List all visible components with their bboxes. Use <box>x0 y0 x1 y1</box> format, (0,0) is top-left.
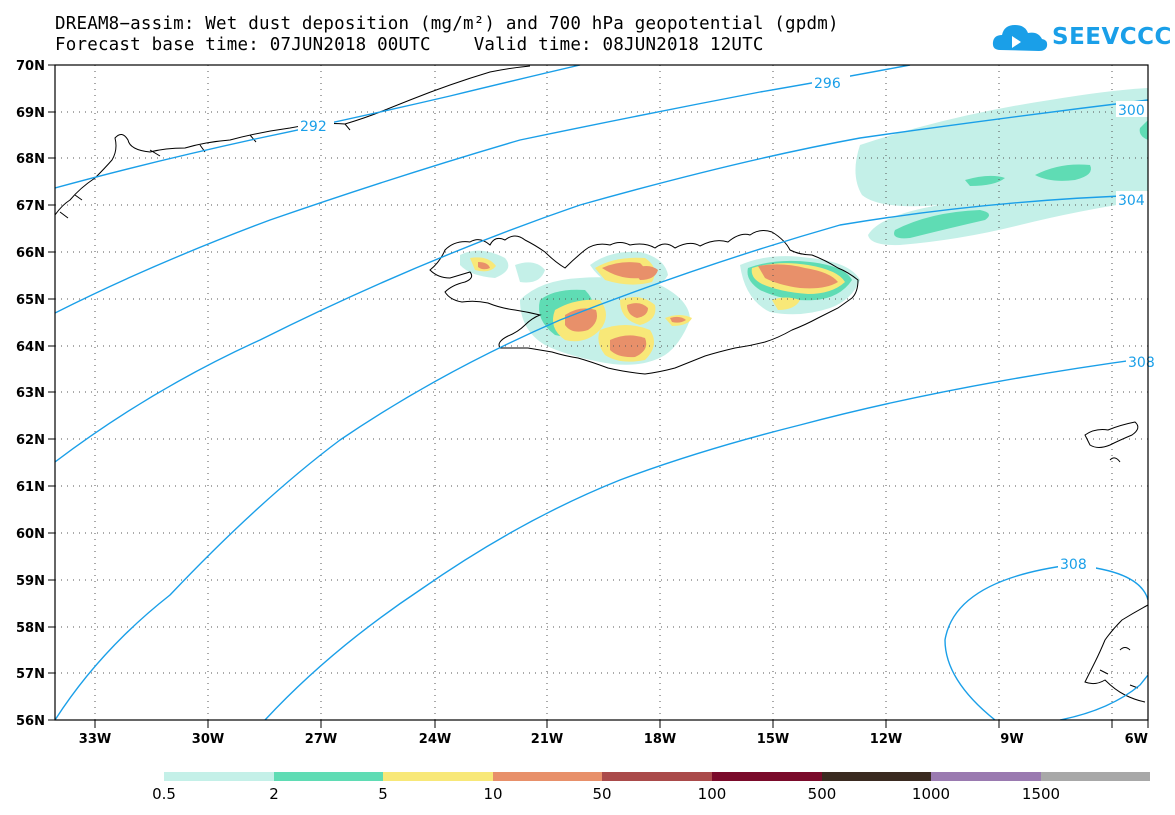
seevccc-logo: SEEVCCC <box>990 18 1171 58</box>
lat-label: 63N <box>16 386 45 401</box>
lat-label: 58N <box>16 621 45 636</box>
lat-label: 65N <box>16 293 45 308</box>
colorbar-swatch <box>383 772 493 781</box>
colorbar-swatch <box>821 772 932 781</box>
graticule <box>55 65 1148 720</box>
lat-label: 67N <box>16 199 45 214</box>
axis-ticks <box>48 64 1149 728</box>
title-line-2: Forecast base time: 07JUN2018 00UTC Vali… <box>55 35 764 55</box>
colorbar-label: 100 <box>697 785 727 803</box>
lat-label: 61N <box>16 480 45 495</box>
coastlines <box>55 65 1148 703</box>
lon-label: 33W <box>79 732 111 747</box>
contour-label-292: 292 <box>300 119 327 135</box>
lat-label: 59N <box>16 574 45 589</box>
lon-label: 21W <box>531 732 563 747</box>
dust-deposition-field <box>460 88 1148 365</box>
longitude-labels: 33W 30W 27W 24W 21W 18W 15W 12W 9W 6W <box>79 732 1148 747</box>
colorbar-swatch <box>602 772 712 781</box>
colorbar-swatch <box>1040 772 1151 781</box>
lon-label: 30W <box>192 732 224 747</box>
contour-label-308: 308 <box>1060 557 1087 573</box>
colorbar-swatch <box>492 772 603 781</box>
lat-label: 64N <box>16 340 45 355</box>
colorbar-label: 1000 <box>911 785 951 803</box>
contour-label-304: 304 <box>1118 193 1145 209</box>
colorbar-label: 2 <box>269 785 279 803</box>
colorbar-label: 5 <box>378 785 388 803</box>
lon-label: 27W <box>305 732 337 747</box>
colorbar-swatch <box>711 772 822 781</box>
colorbar <box>164 772 1151 781</box>
contour-label-296: 296 <box>814 76 841 92</box>
colorbar-label: 0.5 <box>152 785 176 803</box>
lat-label: 62N <box>16 433 45 448</box>
lat-label: 57N <box>16 667 45 682</box>
colorbar-swatch <box>273 772 384 781</box>
latitude-labels: 70N 69N 68N 67N 66N 65N 64N 63N 62N 61N … <box>16 59 45 729</box>
lon-label: 15W <box>757 732 789 747</box>
lat-label: 66N <box>16 246 45 261</box>
lat-label: 69N <box>16 106 45 121</box>
lon-label: 24W <box>419 732 451 747</box>
colorbar-label: 50 <box>592 785 612 803</box>
geopotential-contours <box>55 65 1148 720</box>
cloud-icon <box>992 25 1048 51</box>
lon-label: 6W <box>1125 732 1148 747</box>
lon-label: 18W <box>644 732 676 747</box>
lat-label: 68N <box>16 152 45 167</box>
lat-label: 56N <box>16 714 45 729</box>
colorbar-swatch <box>931 772 1041 781</box>
colorbar-swatch <box>164 772 274 781</box>
logo-text: SEEVCCC <box>1052 24 1172 50</box>
lat-label: 70N <box>16 59 45 74</box>
lat-label: 60N <box>16 527 45 542</box>
lon-label: 12W <box>870 732 902 747</box>
lon-label: 9W <box>1000 732 1023 747</box>
title-line-1: DREAM8−assim: Wet dust deposition (mg/m²… <box>55 14 839 34</box>
colorbar-label: 1500 <box>1021 785 1061 803</box>
contour-label-300: 300 <box>1118 103 1145 119</box>
contour-label-308-east: 308 <box>1128 355 1155 371</box>
colorbar-label: 500 <box>807 785 837 803</box>
colorbar-label: 10 <box>483 785 503 803</box>
